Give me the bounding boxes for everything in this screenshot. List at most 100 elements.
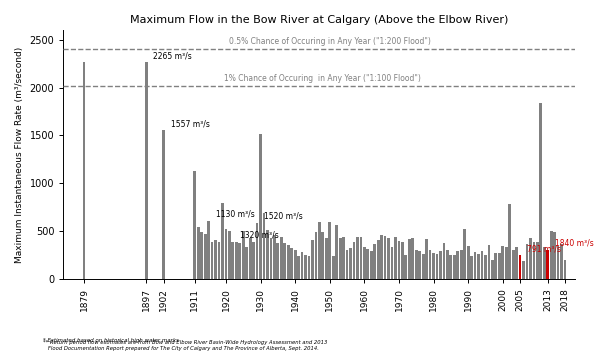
Bar: [367, 249, 369, 279]
Bar: [467, 246, 470, 279]
Text: 1557 m³/s: 1557 m³/s: [171, 119, 209, 128]
Bar: [422, 254, 425, 279]
Bar: [442, 243, 445, 279]
Bar: [518, 256, 522, 279]
Bar: [411, 238, 414, 279]
Bar: [390, 247, 393, 279]
Bar: [460, 250, 462, 279]
Bar: [536, 241, 539, 279]
Bar: [394, 237, 397, 279]
Bar: [553, 232, 556, 279]
Text: 791 m³/s: 791 m³/s: [527, 245, 561, 253]
Bar: [522, 261, 525, 279]
Bar: [470, 256, 473, 279]
Bar: [210, 243, 214, 279]
Bar: [318, 222, 321, 279]
Bar: [270, 238, 272, 279]
Text: * Estimated based on historical high water marks: * Estimated based on historical high wat…: [43, 338, 179, 343]
Bar: [539, 103, 542, 279]
Text: 1840 m³/s: 1840 m³/s: [554, 239, 594, 248]
Bar: [401, 242, 404, 279]
Bar: [481, 251, 483, 279]
Bar: [477, 254, 480, 279]
Bar: [145, 62, 148, 279]
Bar: [547, 250, 549, 279]
Bar: [564, 260, 567, 279]
Bar: [228, 231, 231, 279]
Bar: [408, 239, 411, 279]
Bar: [224, 229, 228, 279]
Bar: [432, 253, 435, 279]
Bar: [336, 225, 338, 279]
Bar: [560, 244, 563, 279]
Bar: [456, 251, 459, 279]
Bar: [380, 235, 383, 279]
Bar: [474, 252, 476, 279]
Bar: [342, 237, 345, 279]
Bar: [284, 243, 286, 279]
Bar: [484, 255, 487, 279]
Bar: [453, 256, 456, 279]
Text: 1520 m³/s: 1520 m³/s: [264, 212, 303, 221]
Title: Maximum Flow in the Bow River at Calgary (Above the Elbow River): Maximum Flow in the Bow River at Calgary…: [130, 15, 509, 25]
Bar: [543, 247, 546, 279]
Bar: [280, 237, 282, 279]
Bar: [200, 232, 203, 279]
Bar: [307, 256, 310, 279]
Bar: [311, 240, 314, 279]
Bar: [346, 250, 348, 279]
Bar: [218, 242, 220, 279]
Bar: [404, 256, 407, 279]
Bar: [273, 235, 276, 279]
Bar: [321, 232, 325, 279]
Bar: [515, 247, 518, 279]
Bar: [384, 236, 387, 279]
Bar: [505, 247, 508, 279]
Text: 2265 m³/s: 2265 m³/s: [153, 51, 192, 60]
Bar: [83, 62, 85, 279]
Bar: [439, 251, 442, 279]
Bar: [512, 250, 514, 279]
Text: 1% Chance of Occuring  in Any Year ("1:100 Flood"): 1% Chance of Occuring in Any Year ("1:10…: [224, 74, 422, 83]
Bar: [207, 221, 210, 279]
Bar: [557, 246, 559, 279]
Bar: [363, 247, 366, 279]
Bar: [214, 240, 217, 279]
Text: ** Return period flow estimates are from Bow and Elbow River Basin-Wide Hydrolog: ** Return period flow estimates are from…: [43, 340, 327, 351]
Bar: [446, 250, 449, 279]
Bar: [315, 232, 317, 279]
Bar: [242, 231, 245, 279]
Bar: [508, 204, 511, 279]
Text: 0.5% Chance of Occuring in Any Year ("1:200 Flood"): 0.5% Chance of Occuring in Any Year ("1:…: [229, 38, 431, 46]
Bar: [193, 171, 196, 279]
Bar: [495, 252, 497, 279]
Bar: [436, 254, 439, 279]
Bar: [276, 244, 279, 279]
Bar: [398, 241, 400, 279]
Bar: [294, 250, 296, 279]
Bar: [301, 252, 303, 279]
Bar: [235, 242, 238, 279]
Bar: [526, 244, 528, 279]
Bar: [359, 237, 362, 279]
Bar: [297, 256, 300, 279]
Bar: [418, 251, 421, 279]
Bar: [339, 238, 342, 279]
Bar: [290, 248, 293, 279]
Bar: [249, 238, 251, 279]
Bar: [328, 222, 331, 279]
Bar: [325, 238, 328, 279]
Bar: [239, 243, 241, 279]
Bar: [253, 242, 255, 279]
Bar: [332, 256, 335, 279]
Bar: [259, 134, 262, 279]
Bar: [498, 252, 501, 279]
Text: 1320 m³/s: 1320 m³/s: [240, 231, 279, 240]
Bar: [231, 241, 234, 279]
Bar: [373, 244, 376, 279]
Bar: [550, 231, 553, 279]
Bar: [370, 251, 373, 279]
Bar: [533, 241, 536, 279]
Bar: [245, 247, 248, 279]
Bar: [377, 240, 379, 279]
